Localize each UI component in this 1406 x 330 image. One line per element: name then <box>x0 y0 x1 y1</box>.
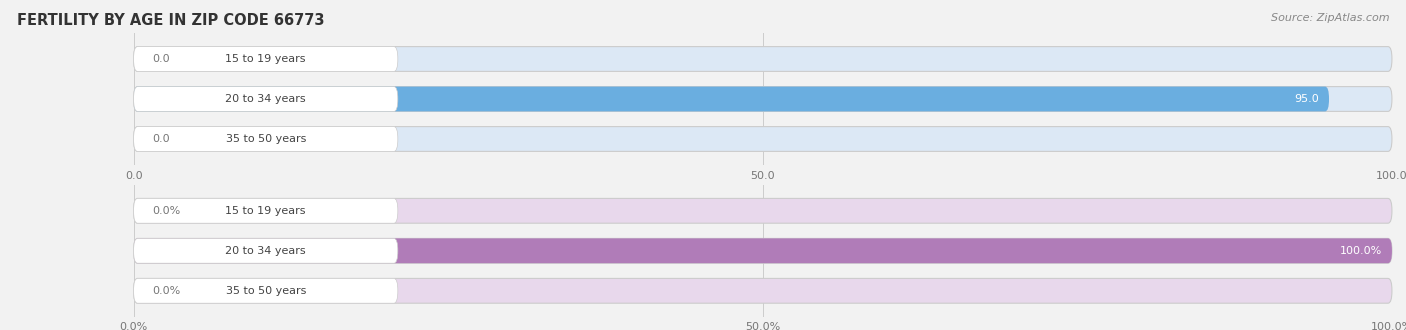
FancyBboxPatch shape <box>134 198 398 223</box>
FancyBboxPatch shape <box>134 86 1329 112</box>
FancyBboxPatch shape <box>134 127 1392 151</box>
FancyBboxPatch shape <box>134 198 1392 223</box>
FancyBboxPatch shape <box>134 47 1392 71</box>
Text: FERTILITY BY AGE IN ZIP CODE 66773: FERTILITY BY AGE IN ZIP CODE 66773 <box>17 13 325 28</box>
Text: Source: ZipAtlas.com: Source: ZipAtlas.com <box>1271 13 1389 23</box>
Text: 95.0: 95.0 <box>1294 94 1319 104</box>
FancyBboxPatch shape <box>134 238 1392 263</box>
Text: 20 to 34 years: 20 to 34 years <box>225 94 307 104</box>
Text: 100.0%: 100.0% <box>1340 246 1382 256</box>
FancyBboxPatch shape <box>134 238 398 263</box>
Text: 15 to 19 years: 15 to 19 years <box>225 54 307 64</box>
Text: 20 to 34 years: 20 to 34 years <box>225 246 307 256</box>
Text: 35 to 50 years: 35 to 50 years <box>225 286 307 296</box>
Text: 35 to 50 years: 35 to 50 years <box>225 134 307 144</box>
Text: 0.0: 0.0 <box>152 134 170 144</box>
FancyBboxPatch shape <box>134 127 398 151</box>
FancyBboxPatch shape <box>134 47 398 71</box>
FancyBboxPatch shape <box>134 86 1392 112</box>
FancyBboxPatch shape <box>134 279 398 303</box>
FancyBboxPatch shape <box>134 279 1392 303</box>
FancyBboxPatch shape <box>134 86 398 112</box>
FancyBboxPatch shape <box>134 238 1392 263</box>
Text: 0.0: 0.0 <box>152 54 170 64</box>
Text: 0.0%: 0.0% <box>152 286 181 296</box>
Text: 0.0%: 0.0% <box>152 206 181 216</box>
Text: 15 to 19 years: 15 to 19 years <box>225 206 307 216</box>
